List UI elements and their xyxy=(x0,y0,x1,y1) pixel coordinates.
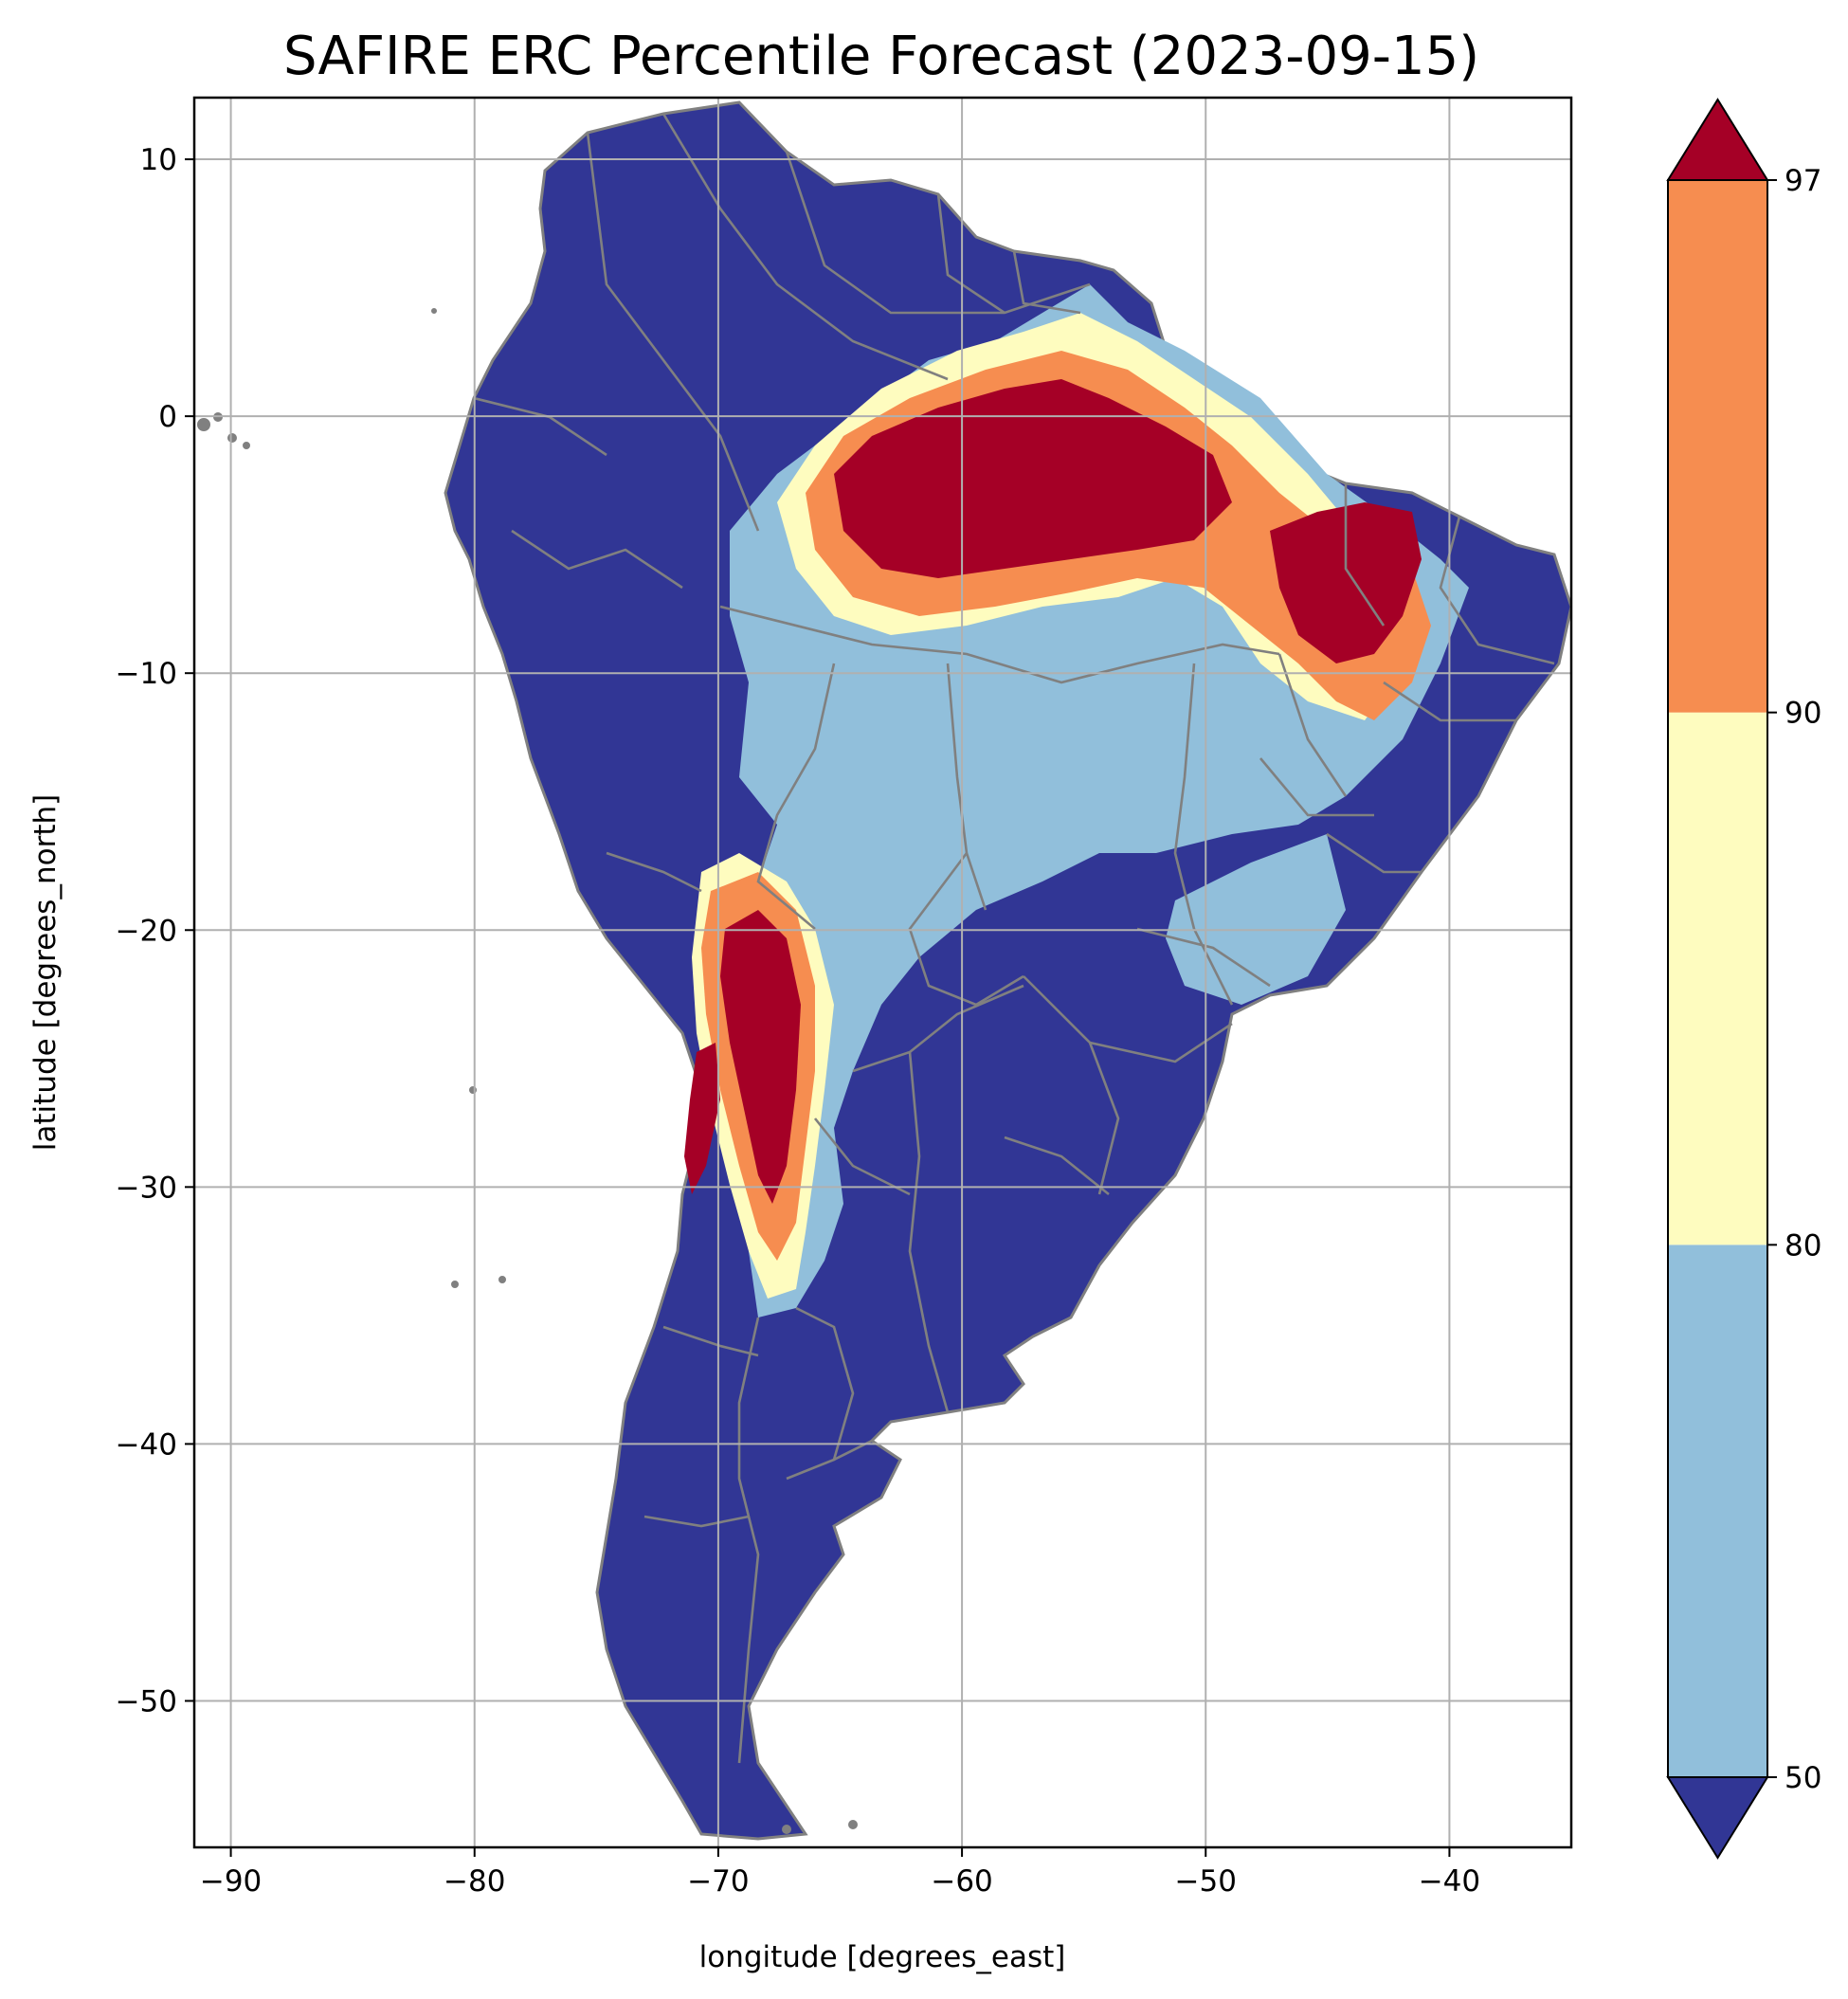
y-tick-label: −20 xyxy=(116,914,177,948)
x-tick-label: −40 xyxy=(1419,1864,1480,1899)
zone-above-97-chile-coast xyxy=(684,1043,720,1194)
zone-above-97-andes xyxy=(720,910,801,1204)
x-tick-label: −60 xyxy=(931,1864,992,1899)
colorbar-tick-label: 97 xyxy=(1785,164,1821,198)
colorbar-tick-label: 90 xyxy=(1785,697,1821,731)
x-tick-label: −70 xyxy=(687,1864,749,1899)
zone-above-97-northeast xyxy=(1270,502,1422,663)
x-axis-ticks: −90 −80 −70 −60 −50 −40 xyxy=(200,1847,1480,1899)
y-tick-label: −50 xyxy=(116,1684,177,1718)
x-axis-label: longitude [degrees_east] xyxy=(699,1940,1066,1974)
colorbar-segment xyxy=(1668,712,1767,1245)
chart-title: SAFIRE ERC Percentile Forecast (2023-09-… xyxy=(283,26,1479,87)
map-layer xyxy=(194,98,1571,1847)
colorbar-tick-label: 50 xyxy=(1785,1761,1821,1795)
x-tick-label: −50 xyxy=(1175,1864,1237,1899)
colorbar-frame xyxy=(1667,179,1768,1778)
x-tick-label: −90 xyxy=(200,1864,262,1899)
colorbar-extend-min xyxy=(1666,1776,1769,1860)
y-axis-label: latitude [degrees_north] xyxy=(28,794,63,1151)
y-tick-label: 0 xyxy=(158,400,177,434)
zone-above-97-amazon xyxy=(834,379,1232,578)
plot-frame xyxy=(192,96,1573,1849)
y-tick-label: 10 xyxy=(140,143,177,177)
colorbar: 50 80 90 97 xyxy=(1666,98,1821,1860)
y-tick-label: −30 xyxy=(116,1171,177,1205)
y-tick-label: −10 xyxy=(116,657,177,691)
y-axis-ticks: 10 0 −10 −20 −30 −40 −50 xyxy=(116,143,194,1718)
x-tick-label: −80 xyxy=(444,1864,505,1899)
colorbar-segment xyxy=(1668,1245,1767,1777)
colorbar-tick-label: 80 xyxy=(1785,1228,1821,1263)
colorbar-segment xyxy=(1668,180,1767,713)
colorbar-extend-max xyxy=(1666,98,1769,181)
gridlines xyxy=(194,98,1571,1847)
y-tick-label: −40 xyxy=(116,1427,177,1462)
